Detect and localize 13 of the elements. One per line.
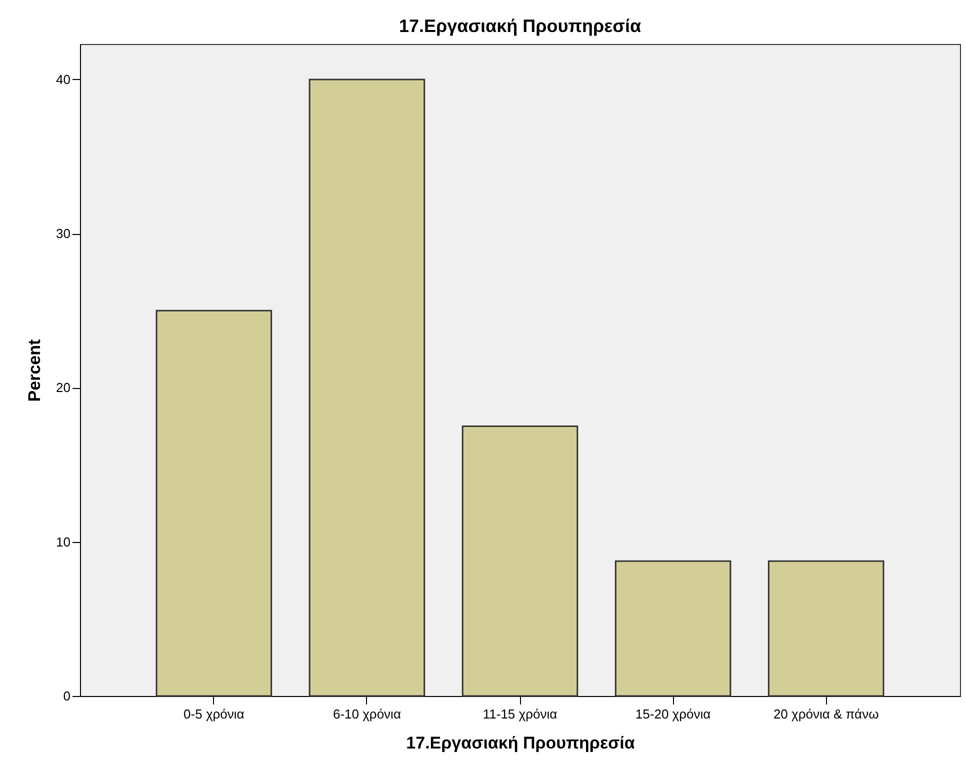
y-tick-label: 0: [63, 688, 70, 704]
x-tick-label: 0-5 χρόνια: [184, 706, 245, 722]
y-tick-label: 40: [56, 72, 70, 87]
x-tick-label: 6-10 χρόνια: [332, 706, 402, 722]
chart-title: 17.Εργασιακή Προυπηρεσία: [398, 16, 642, 36]
y-tick-label: 10: [56, 534, 70, 550]
y-tick-label: 30: [56, 226, 70, 242]
x-tick-label: 20 χρόνια & πάνω: [773, 706, 879, 722]
y-axis-title: Percent: [25, 338, 44, 402]
x-axis-title: 17.Εργασιακή Προυπηρεσία: [406, 734, 636, 752]
x-tick-label: 15-20 χρόνια: [635, 706, 712, 722]
x-tick-label: 11-15 χρόνια: [482, 706, 558, 722]
y-tick-label: 20: [56, 380, 70, 396]
